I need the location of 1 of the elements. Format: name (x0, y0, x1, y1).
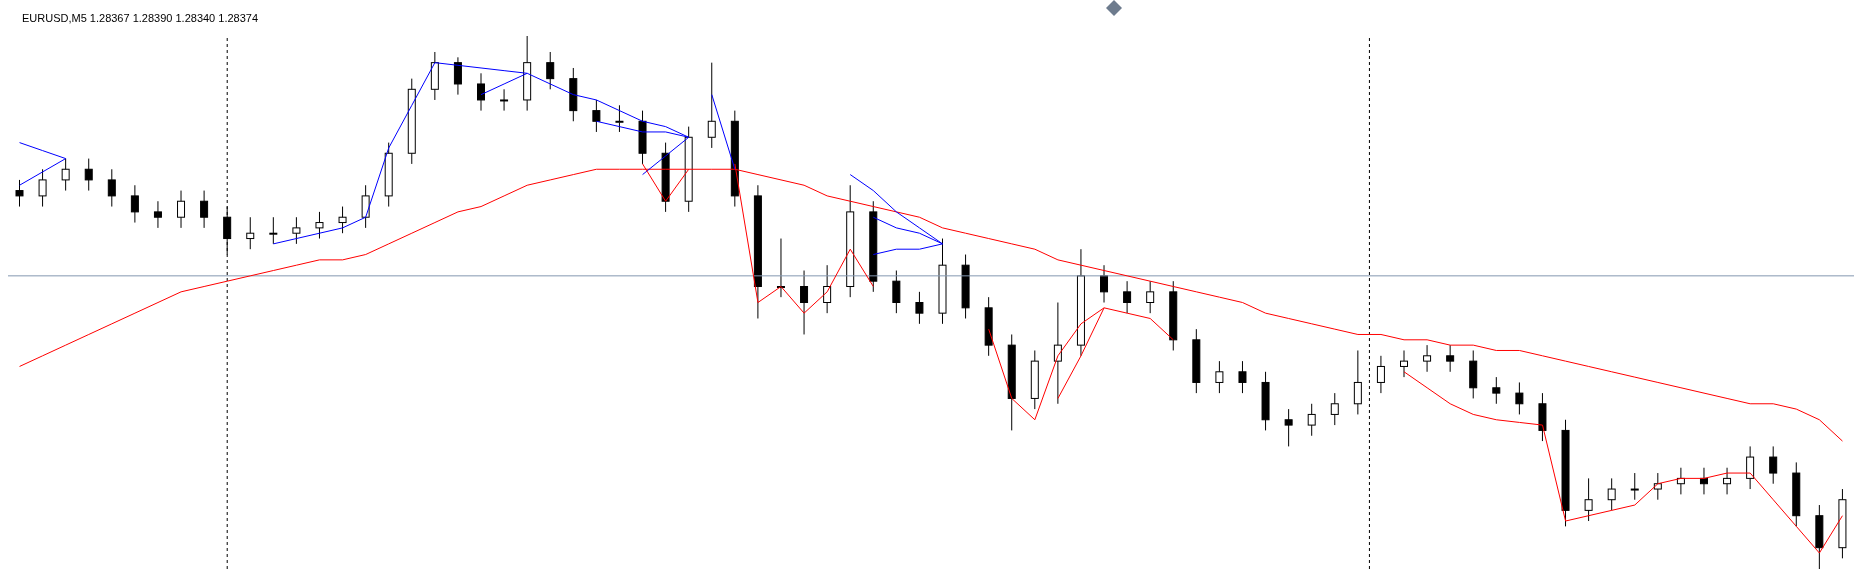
chart-title: EURUSD,M5 1.28367 1.28390 1.28340 1.28374 (22, 12, 259, 24)
